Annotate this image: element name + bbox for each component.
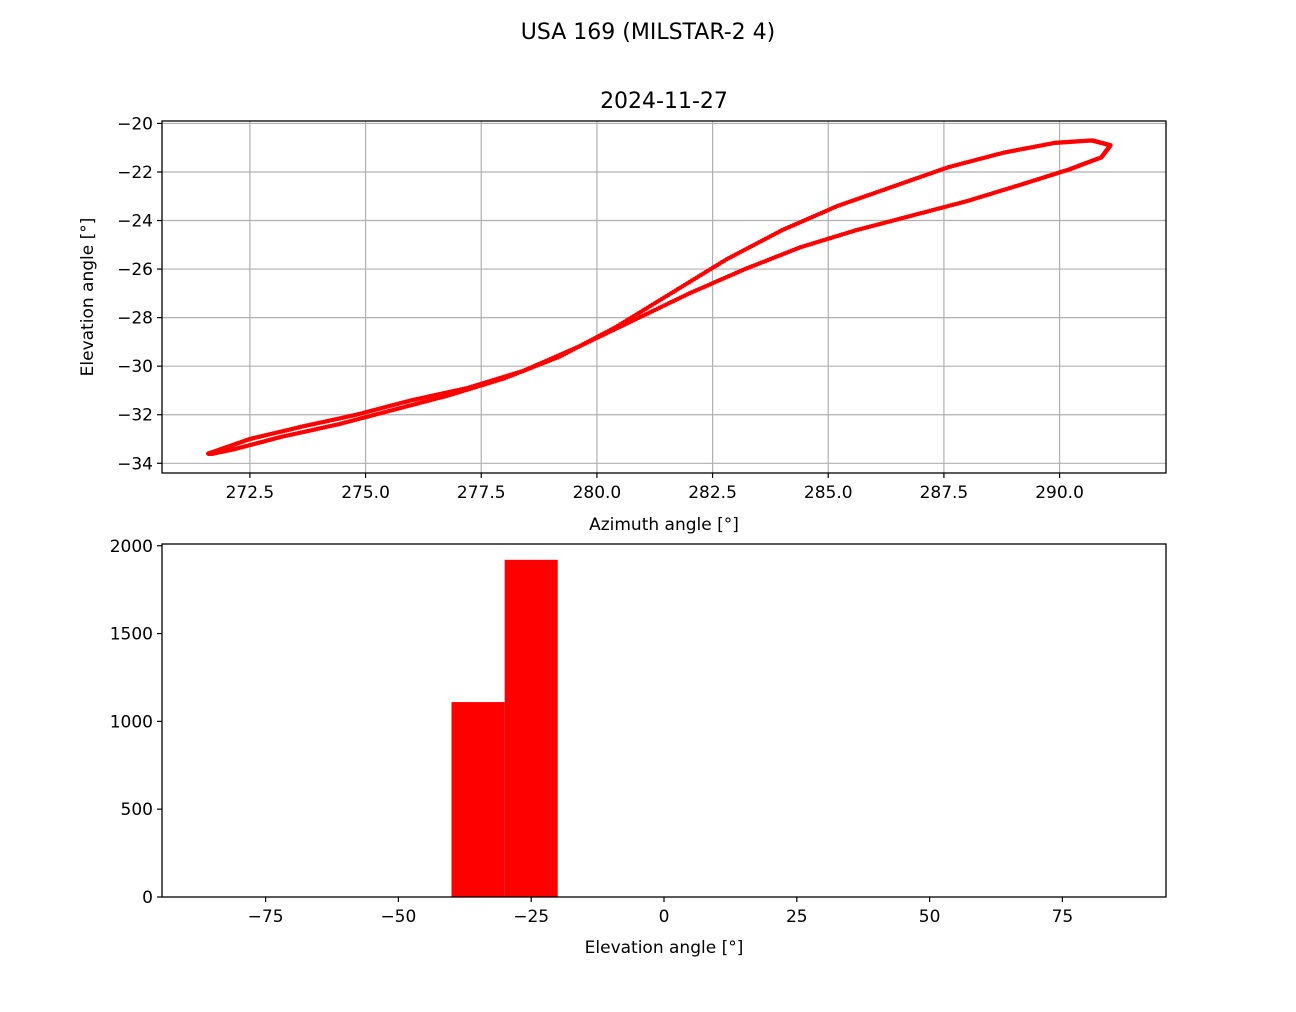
histogram-x-axis: −75 −50 −25 0 25 50 75 <box>248 897 1074 927</box>
scatter-y-tick-label: −22 <box>117 163 153 183</box>
histogram-x-tick-label: 50 <box>919 907 941 927</box>
scatter-point <box>206 451 211 456</box>
scatter-y-axis: −34 −32 −30 −28 −26 −24 −22 −20 <box>117 114 162 474</box>
scatter-y-tick-label: −28 <box>117 309 153 329</box>
scatter-plot-title: 2024-11-27 <box>600 89 728 114</box>
scatter-series <box>206 138 1113 456</box>
histogram-y-tick-label: 0 <box>142 888 153 908</box>
scatter-x-tick-label: 290.0 <box>1035 483 1084 503</box>
histogram-y-tick-label: 2000 <box>110 537 153 557</box>
histogram-x-tick-label: −25 <box>513 907 549 927</box>
scatter-x-tick-label: 272.5 <box>226 483 275 503</box>
histogram-y-tick-label: 1500 <box>110 625 153 645</box>
scatter-grid <box>162 121 1166 473</box>
scatter-y-tick-label: −34 <box>117 454 153 474</box>
scatter-x-tick-label: 285.0 <box>804 483 853 503</box>
histogram-bar <box>504 559 558 897</box>
histogram-x-tick-label: −75 <box>248 907 284 927</box>
histogram-x-tick-label: 75 <box>1052 907 1074 927</box>
histogram-y-axis: 0 500 1000 1500 2000 <box>110 537 162 908</box>
scatter-y-tick-label: −26 <box>117 260 153 280</box>
histogram-bars <box>451 559 558 897</box>
scatter-x-tick-label: 282.5 <box>688 483 737 503</box>
scatter-y-tick-label: −24 <box>117 212 153 232</box>
histogram-plot-frame <box>161 543 1167 898</box>
histogram-y-tick-label: 500 <box>121 800 153 820</box>
scatter-plot: 2024-11-27 272.5 275.0 277.5 280.0 282.5 285.… <box>78 89 1167 535</box>
scatter-x-axis-label: Azimuth angle [°] <box>589 515 739 535</box>
scatter-y-tick-label: −30 <box>117 357 153 377</box>
histogram-bar <box>451 702 505 897</box>
scatter-y-tick-label: −20 <box>117 114 153 134</box>
scatter-x-axis: 272.5 275.0 277.5 280.0 282.5 285.0 287.5 290.0 <box>226 473 1084 503</box>
scatter-x-tick-label: 275.0 <box>341 483 390 503</box>
scatter-x-tick-label: 287.5 <box>920 483 969 503</box>
histogram-x-tick-label: −50 <box>380 907 416 927</box>
scatter-x-tick-label: 277.5 <box>457 483 506 503</box>
histogram-x-tick-label: 25 <box>786 907 808 927</box>
histogram-plot: −75 −50 −25 0 25 50 75 0 500 1000 1500 2000 Elevat… <box>110 537 1167 958</box>
histogram-x-tick-label: 0 <box>659 907 670 927</box>
histogram-x-axis-label: Elevation angle [°] <box>585 938 744 958</box>
scatter-y-axis-label: Elevation angle [°] <box>78 218 98 377</box>
scatter-x-tick-label: 280.0 <box>573 483 622 503</box>
scatter-y-tick-label: −32 <box>117 406 153 426</box>
scatter-plot-frame <box>161 120 1167 474</box>
figure-title: USA 169 (MILSTAR-2 4) <box>521 20 775 45</box>
histogram-y-tick-label: 1000 <box>110 712 153 732</box>
